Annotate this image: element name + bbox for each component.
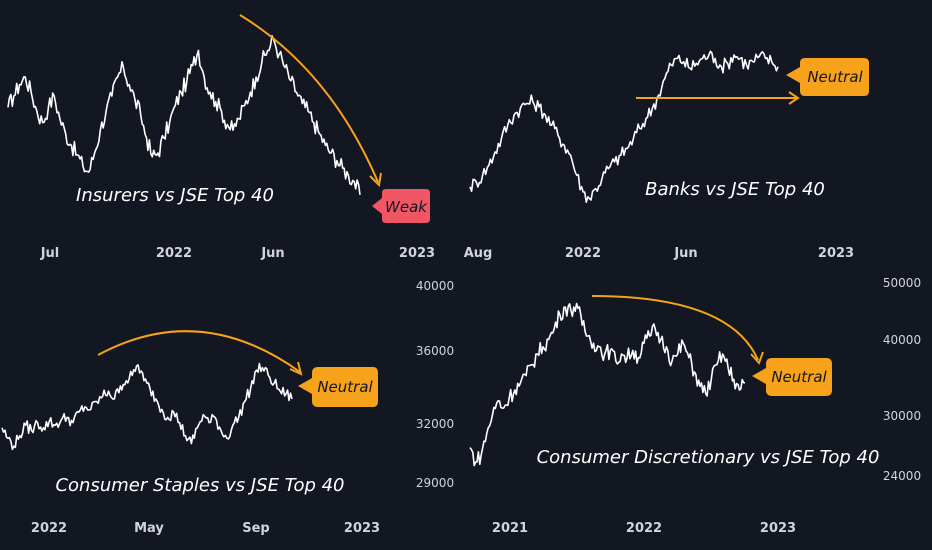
- staples-y-tick: 40000: [416, 279, 454, 293]
- discretionary-x-tick: 2023: [760, 521, 796, 536]
- discretionary-y-tick: 40000: [883, 333, 921, 347]
- staples-x-tick: 2022: [31, 521, 67, 536]
- insurers-series-line: [7, 34, 361, 195]
- banks-trend-arrowhead: [788, 91, 800, 105]
- banks-x-tick: Jun: [673, 246, 697, 261]
- discretionary-trend-arrowhead: [750, 351, 764, 365]
- discretionary-x-tick: 2022: [626, 521, 662, 536]
- discretionary-x-tick: 2021: [492, 521, 528, 536]
- banks-series-line: [469, 50, 779, 203]
- panel-staples: Neutral Consumer Staples vs JSE Top 40 2…: [1, 279, 454, 536]
- insurers-badge-label: Weak: [385, 198, 428, 216]
- staples-badge: [298, 367, 378, 407]
- panel-banks: Neutral Banks vs JSE Top 40 Aug 2022 Jun…: [464, 50, 869, 261]
- discretionary-title: Consumer Discretionary vs JSE Top 40: [537, 447, 880, 468]
- banks-title: Banks vs JSE Top 40: [645, 179, 825, 200]
- banks-badge: [786, 58, 869, 96]
- staples-series-line: [1, 362, 293, 451]
- insurers-x-tick: 2023: [399, 246, 435, 261]
- staples-y-tick: 29000: [416, 476, 454, 490]
- banks-x-tick: 2022: [565, 246, 601, 261]
- discretionary-y-tick: 24000: [883, 469, 921, 483]
- discretionary-series-line: [469, 302, 746, 467]
- insurers-title: Insurers vs JSE Top 40: [76, 185, 274, 206]
- discretionary-y-tick: 30000: [883, 409, 921, 423]
- staples-y-tick: 36000: [416, 344, 454, 358]
- banks-x-tick: 2023: [818, 246, 854, 261]
- insurers-x-tick: Jun: [260, 246, 284, 261]
- staples-trend-arrowhead: [289, 361, 303, 376]
- staples-y-tick: 32000: [416, 417, 454, 431]
- insurers-trend-arrow: [239, 14, 379, 183]
- banks-badge-label: Neutral: [807, 68, 863, 86]
- insurers-x-tick: Jul: [40, 246, 60, 261]
- insurers-trend-arrowhead: [369, 172, 382, 188]
- insurers-x-tick: 2022: [156, 246, 192, 261]
- staples-title: Consumer Staples vs JSE Top 40: [55, 475, 344, 496]
- discretionary-y-tick: 50000: [883, 276, 921, 290]
- staples-badge-label: Neutral: [317, 378, 373, 396]
- staples-x-tick: May: [134, 521, 164, 536]
- staples-trend-arrow: [97, 330, 301, 373]
- staples-x-tick: Sep: [242, 521, 270, 536]
- staples-x-tick: 2023: [344, 521, 380, 536]
- panel-insurers: Weak Insurers vs JSE Top 40 Jul 2022 Jun…: [7, 14, 435, 261]
- discretionary-badge-label: Neutral: [771, 368, 827, 386]
- insurers-badge: [372, 189, 430, 223]
- panel-discretionary: Neutral Consumer Discretionary vs JSE To…: [469, 276, 921, 536]
- banks-x-tick: Aug: [464, 246, 493, 261]
- discretionary-trend-arrow: [591, 295, 759, 361]
- discretionary-badge: [752, 358, 832, 396]
